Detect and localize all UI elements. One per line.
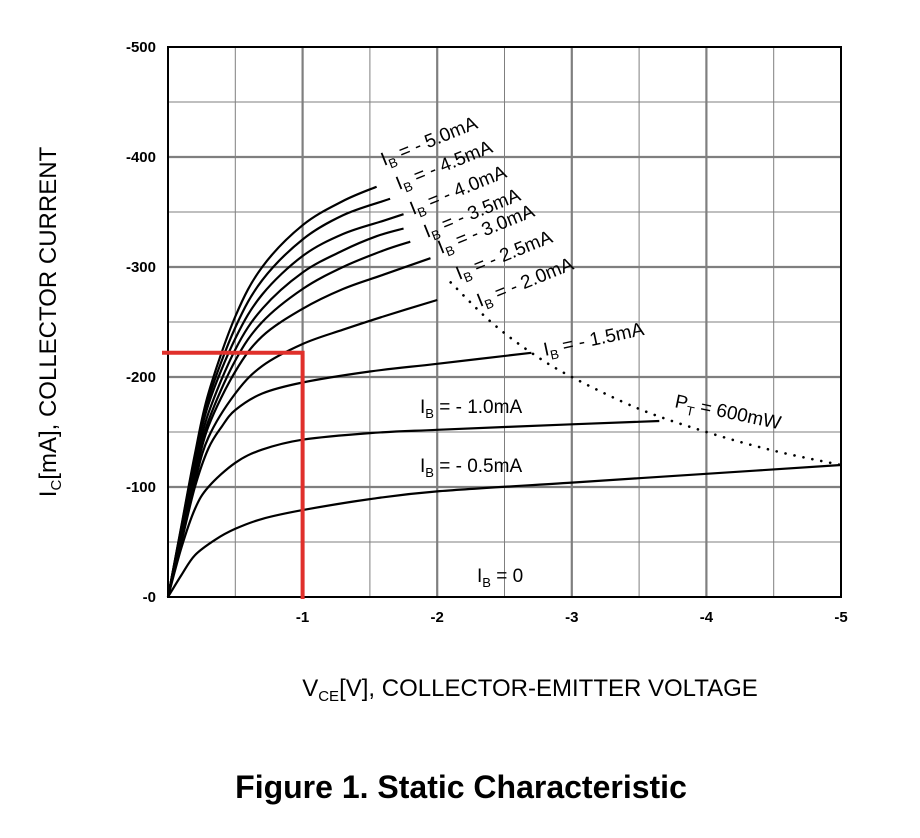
ib-curve-2 — [166, 419, 660, 598]
plot-frame — [167, 46, 842, 598]
x-tick-label: -2 — [431, 609, 444, 626]
operating-point-marker — [162, 350, 305, 599]
y-tick-label: -200 — [126, 369, 156, 386]
ib-curve-1 — [167, 463, 842, 598]
ib-label-3: IB = - 1.5mA — [542, 319, 647, 364]
operating-point-lines — [162, 350, 305, 599]
ib-label-2: IB = - 1.0mA — [420, 397, 522, 421]
axis-ticks: -0 -100 -200 -300 -400 -500 -1 -2 -3 -4 -5 — [126, 39, 848, 626]
x-tick-label: -1 — [296, 609, 309, 626]
ib-label-1: IB = - 0.5mA — [420, 456, 522, 480]
power-limit-curve — [449, 281, 843, 467]
x-tick-label: -5 — [834, 609, 847, 626]
y-axis-title: IC[mA], COLLECTOR CURRENT — [35, 146, 65, 497]
figure-caption: Figure 1. Static Characteristic — [235, 769, 687, 805]
curve-labels: IB = - 0.5mA IB = - 1.0mA IB = - 1.5mA IB =… — [378, 113, 783, 590]
ib-zero-label: IB = 0 — [477, 566, 523, 590]
x-tick-label: -4 — [700, 609, 714, 626]
ib-curve-8 — [166, 213, 404, 598]
plot-grid — [168, 47, 841, 597]
y-tick-label: -500 — [126, 39, 156, 56]
x-tick-label: -3 — [565, 609, 578, 626]
y-tick-label: -0 — [143, 589, 156, 606]
ib-curve-10 — [166, 185, 378, 598]
y-tick-label: -400 — [126, 149, 156, 166]
y-tick-label: -100 — [126, 479, 156, 496]
power-limit-label: PT = 600mW — [672, 391, 782, 437]
x-axis-title: VCE[V], COLLECTOR-EMITTER VOLTAGE — [302, 675, 758, 705]
ib-curve-9 — [166, 197, 391, 598]
ib-curve-3 — [166, 351, 532, 598]
power-limit-line — [449, 281, 843, 467]
ib-curves — [166, 185, 842, 598]
y-tick-label: -300 — [126, 259, 156, 276]
